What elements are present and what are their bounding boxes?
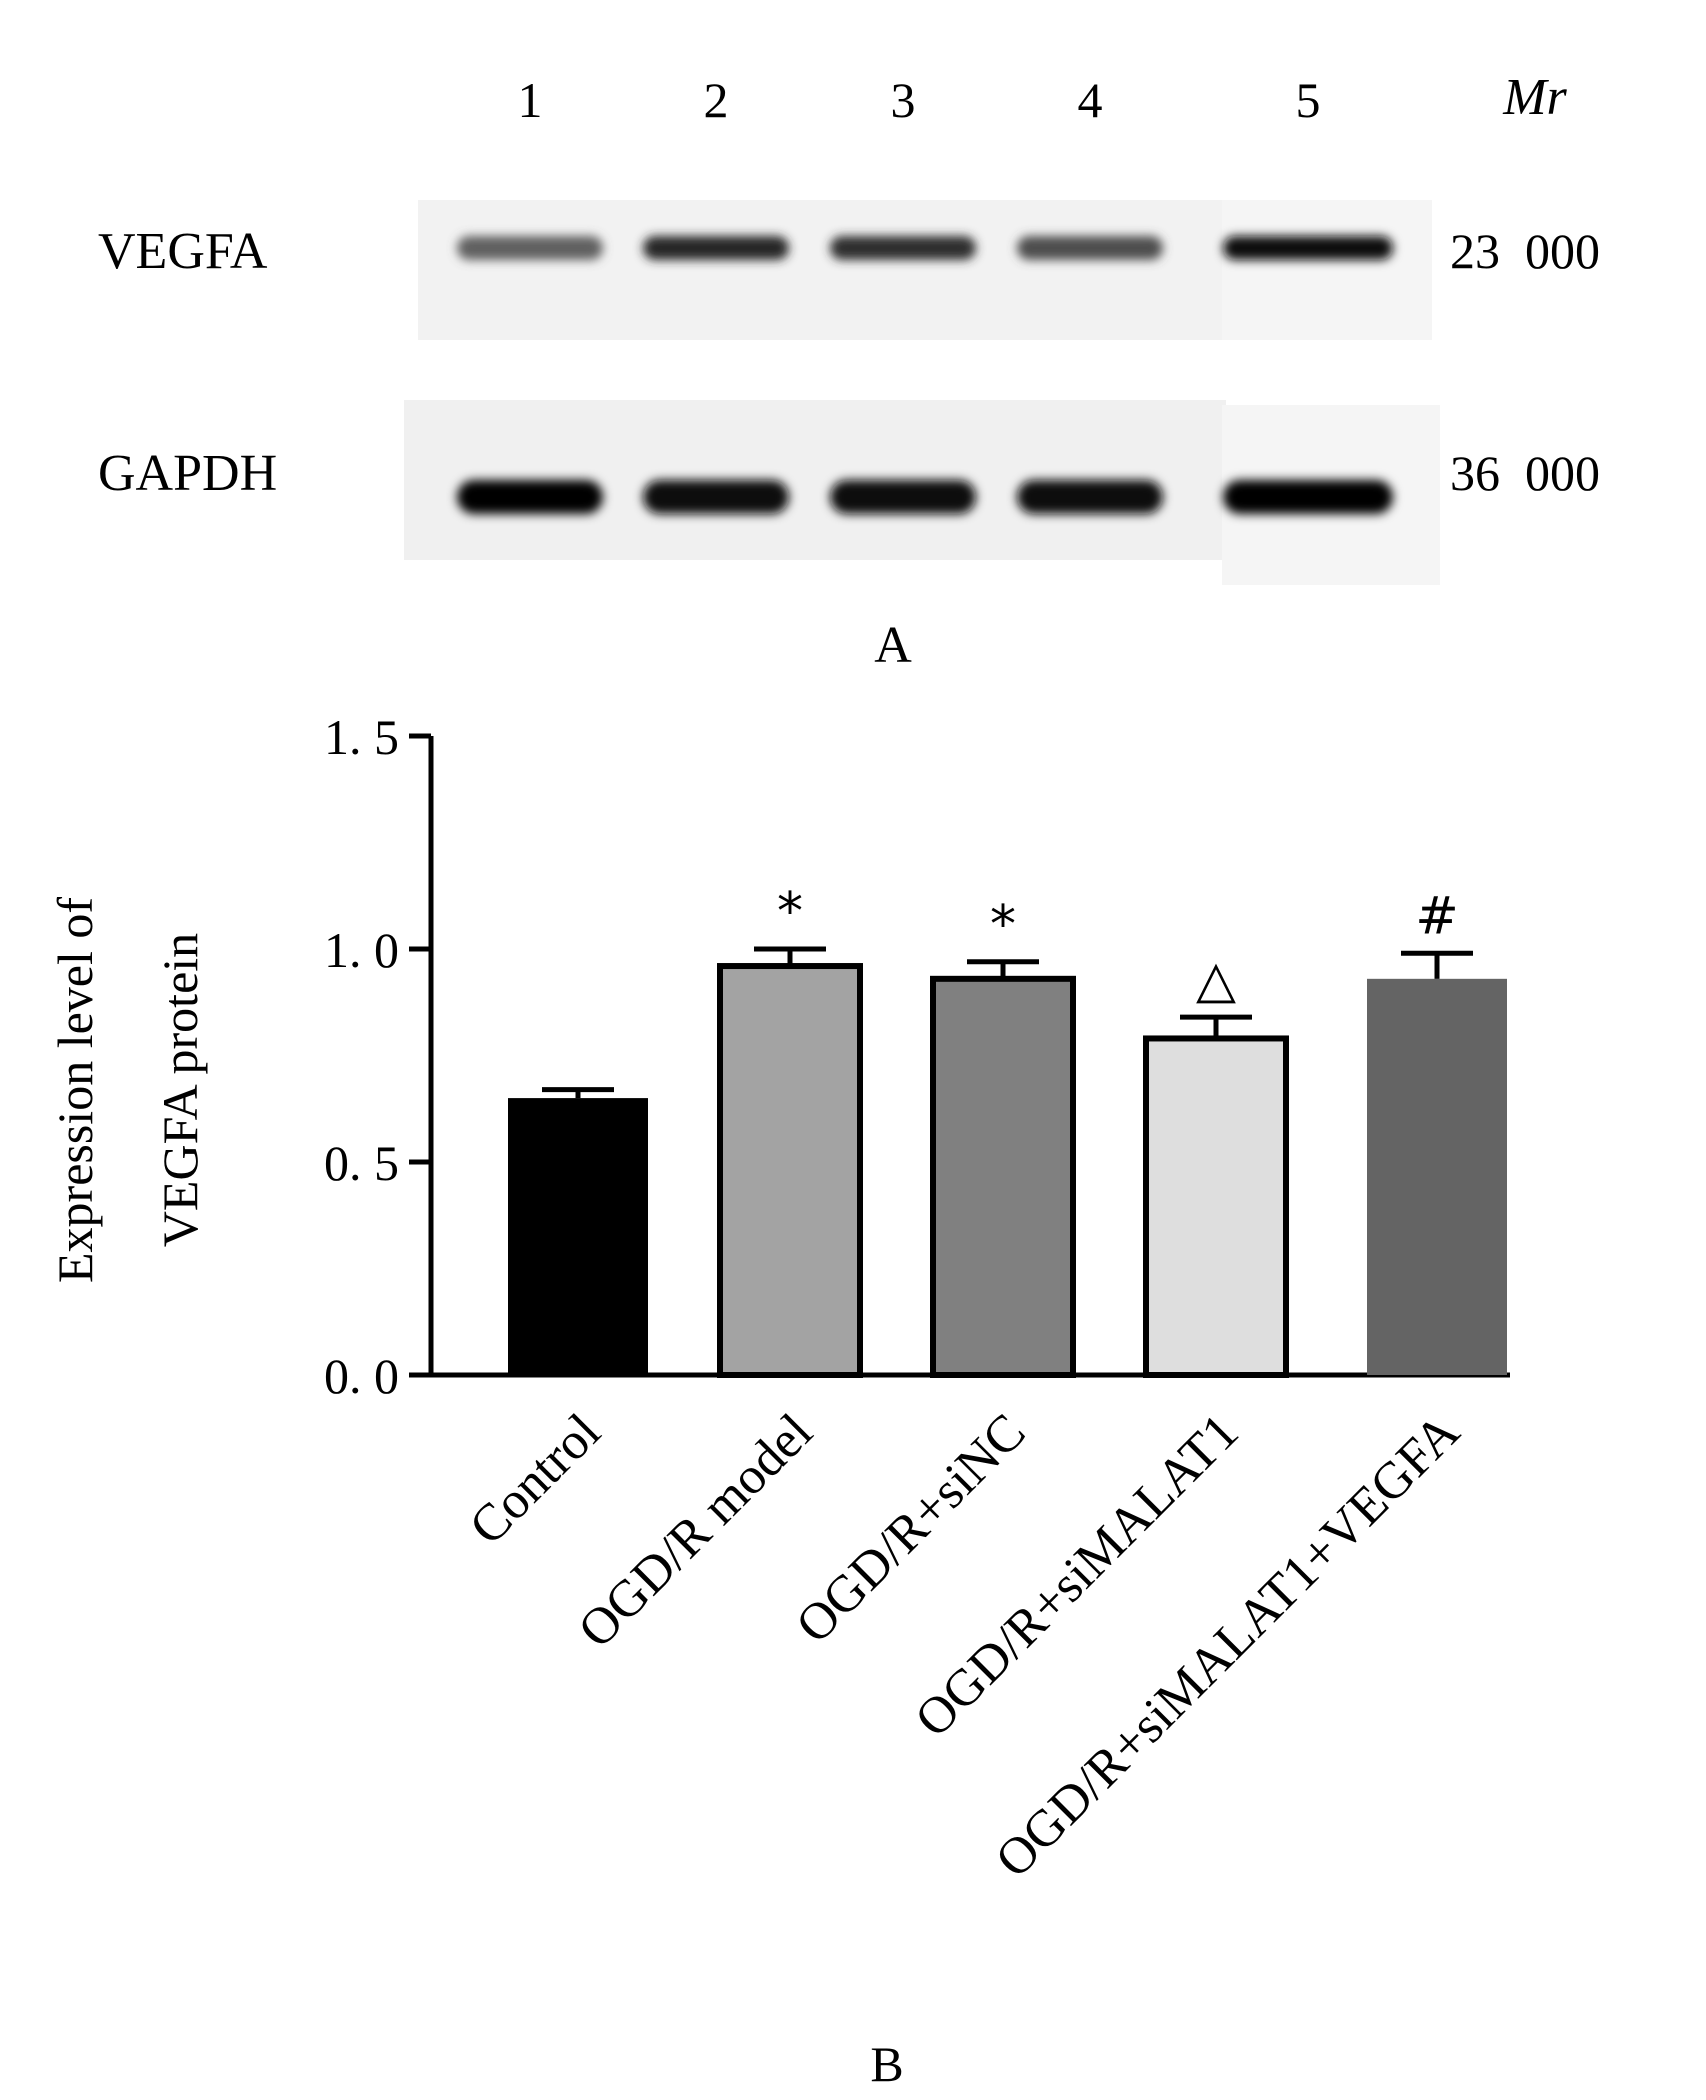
mr-header: Mr (1502, 69, 1567, 126)
significance-marker-2: * (777, 882, 803, 942)
bar-chart-panel: Expression level of VEGFA protein 0. 00.… (47, 709, 1510, 2092)
y-axis-title: Expression level of VEGFA protein (47, 897, 208, 1283)
y-tick-label: 0. 0 (324, 1348, 399, 1404)
bar-5 (1367, 978, 1507, 1375)
bar-2 (717, 963, 863, 1378)
vegfa-blot-strip-lane5 (1222, 200, 1432, 340)
panel-a-label: A (874, 617, 912, 674)
mr-value-gapdh: 36 000 (1450, 445, 1600, 501)
blot-band-vegfa-lane-5 (1223, 236, 1393, 260)
y-tick-label: 0. 5 (324, 1135, 399, 1191)
blot-band-vegfa-lane-2 (643, 236, 789, 260)
y-tick-label: 1. 5 (324, 709, 399, 765)
x-category-label-5: OGD/R+siMALAT1+VEGFA (985, 1403, 1471, 1889)
lane-label-4: 4 (1078, 72, 1103, 128)
lane-number-labels: 1 2 3 4 5 (518, 72, 1321, 128)
bar-3 (930, 975, 1076, 1378)
lane-label-1: 1 (518, 72, 543, 128)
blot-band-gapdh-lane-3 (830, 480, 976, 514)
blot-band-gapdh-lane-1 (457, 480, 603, 514)
blot-band-gapdh-lane-5 (1223, 480, 1393, 514)
significance-marker-3: * (990, 895, 1016, 955)
blot-band-gapdh-lane-2 (643, 480, 789, 514)
y-axis-title-line-2: VEGFA protein (152, 933, 208, 1247)
significance-marker-4: △ (1196, 950, 1236, 1010)
blot-row-label-gapdh: GAPDH (98, 445, 277, 502)
blot-band-vegfa-lane-1 (457, 236, 603, 260)
bars: * * △ # (508, 882, 1507, 1378)
y-axis-title-line-1: Expression level of (47, 897, 103, 1283)
lane-label-5: 5 (1296, 72, 1321, 128)
significance-marker-5: # (1415, 886, 1459, 946)
blot-row-label-vegfa: VEGFA (98, 223, 268, 280)
blot-band-vegfa-lane-3 (830, 236, 976, 260)
vegfa-blot-strip (418, 200, 1240, 340)
lane-label-2: 2 (704, 72, 729, 128)
blot-band-vegfa-lane-4 (1017, 236, 1163, 260)
mr-value-vegfa: 23 000 (1450, 223, 1600, 279)
lane-label-3: 3 (891, 72, 916, 128)
panel-b-label: B (870, 2036, 903, 2092)
y-axis: 0. 0 0. 5 1. 0 1. 5 (324, 709, 1510, 1404)
bar-1 (508, 1098, 648, 1375)
bar-4 (1143, 1035, 1289, 1378)
y-tick-label: 1. 0 (324, 922, 399, 978)
x-category-label-1: Control (459, 1403, 612, 1556)
western-blot-panel: 1 2 3 4 5 Mr VEGFA GAPDH 23 000 36 000 A (98, 69, 1600, 674)
blot-band-gapdh-lane-4 (1017, 480, 1163, 514)
blot-bands (457, 236, 1393, 514)
